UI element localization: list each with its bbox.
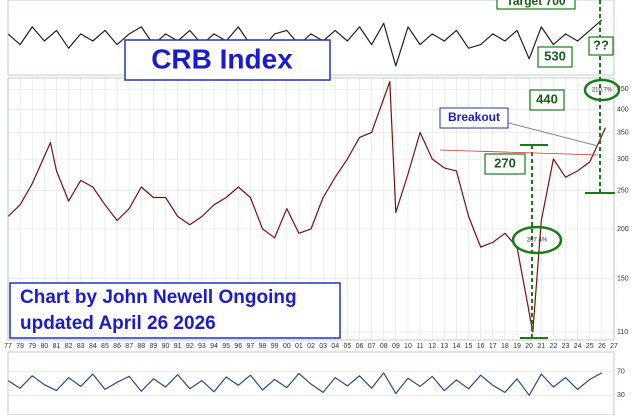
x-tick-label: 19 [513, 343, 521, 350]
rsi-panel-frame [7, 351, 615, 415]
x-tick-label: 13 [440, 343, 448, 350]
target-box [496, 0, 576, 10]
x-tick-label: 11 [416, 343, 423, 350]
x-tick-label: 85 [101, 343, 109, 350]
y-tick-label: 70 [617, 369, 625, 376]
data-line [7, 81, 607, 333]
x-tick-label: 26 [598, 343, 606, 350]
title-box [124, 39, 331, 81]
x-tick-label: 01 [295, 343, 303, 350]
annotation: 270 [494, 155, 516, 170]
x-tick-label: 02 [307, 343, 315, 350]
y-tick-label: 110 [617, 329, 628, 336]
x-tick-label: 87 [125, 343, 133, 350]
x-tick-label: 22 [550, 343, 558, 350]
chart-title: CRB Index [151, 43, 293, 74]
x-tick-label: 99 [271, 343, 279, 350]
y-tick-label: 300 [617, 156, 629, 163]
annotation: 530 [544, 48, 566, 63]
x-tick-label: 07 [368, 343, 376, 350]
annotation: 440 [536, 91, 558, 106]
x-tick-label: 04 [331, 343, 339, 350]
annotation: 207.4% [527, 238, 548, 244]
x-tick-label: 10 [404, 343, 412, 350]
breakout-pointer [504, 121, 599, 147]
x-tick-label: 82 [65, 343, 73, 350]
x-tick-label: 24 [574, 343, 582, 350]
x-tick-label: 05 [343, 343, 351, 350]
x-tick-label: 79 [28, 343, 36, 350]
level-box [529, 89, 565, 111]
x-tick-label: 93 [198, 343, 206, 350]
note-box [9, 282, 341, 339]
x-tick-label: 98 [259, 343, 267, 350]
x-tick-label: 94 [210, 343, 218, 350]
level-box [588, 36, 614, 56]
x-tick-label: 95 [222, 343, 230, 350]
highlight-ellipse [511, 225, 563, 255]
y-tick-label: 350 [617, 129, 629, 136]
level-box [484, 153, 526, 175]
x-tick-label: 90 [162, 343, 170, 350]
x-tick-label: 80 [40, 343, 48, 350]
annotation: 210.7% [592, 88, 613, 94]
note-line: Chart by John Newell Ongoing [20, 287, 297, 308]
highlight-ellipse [583, 78, 621, 102]
y-tick-label: 250 [617, 187, 629, 194]
x-tick-label: 25 [586, 343, 594, 350]
x-tick-label: 06 [356, 343, 364, 350]
x-tick-label: 00 [283, 343, 291, 350]
data-line [7, 372, 603, 396]
x-tick-label: 27 [610, 343, 618, 350]
x-tick-label: 77 [4, 343, 12, 350]
x-tick-label: 15 [465, 343, 473, 350]
trend-line [439, 149, 599, 156]
breakout-box [439, 107, 509, 129]
x-tick-label: 96 [234, 343, 242, 350]
x-tick-label: 91 [174, 343, 182, 350]
annotation: ?? [593, 37, 609, 52]
x-tick-label: 92 [186, 343, 194, 350]
y-tick-label: 450 [617, 86, 629, 93]
annotation: Target 700 [506, 0, 565, 8]
x-tick-label: 14 [453, 343, 461, 350]
x-tick-label: 89 [150, 343, 158, 350]
x-tick-label: 88 [137, 343, 145, 350]
x-tick-label: 17 [489, 343, 497, 350]
note-line: updated April 26 2026 [20, 313, 216, 334]
x-tick-label: 86 [113, 343, 121, 350]
y-tick-label: 30 [617, 392, 625, 399]
x-tick-label: 83 [77, 343, 85, 350]
x-tick-label: 97 [247, 343, 255, 350]
x-tick-label: 78 [16, 343, 24, 350]
x-tick-label: 12 [428, 343, 436, 350]
y-tick-label: 150 [617, 275, 629, 282]
x-tick-label: 21 [537, 343, 545, 350]
x-tick-label: 23 [562, 343, 570, 350]
y-tick-label: 400 [617, 106, 629, 113]
x-tick-label: 16 [477, 343, 485, 350]
y-tick-label: 200 [617, 226, 629, 233]
level-box [537, 46, 573, 68]
x-tick-label: 09 [392, 343, 400, 350]
annotation: Breakout [448, 110, 500, 124]
x-tick-label: 03 [319, 343, 327, 350]
x-tick-label: 20 [525, 343, 533, 350]
x-tick-label: 84 [89, 343, 97, 350]
x-tick-label: 81 [53, 343, 61, 350]
x-tick-label: 18 [501, 343, 509, 350]
x-tick-label: 08 [380, 343, 388, 350]
